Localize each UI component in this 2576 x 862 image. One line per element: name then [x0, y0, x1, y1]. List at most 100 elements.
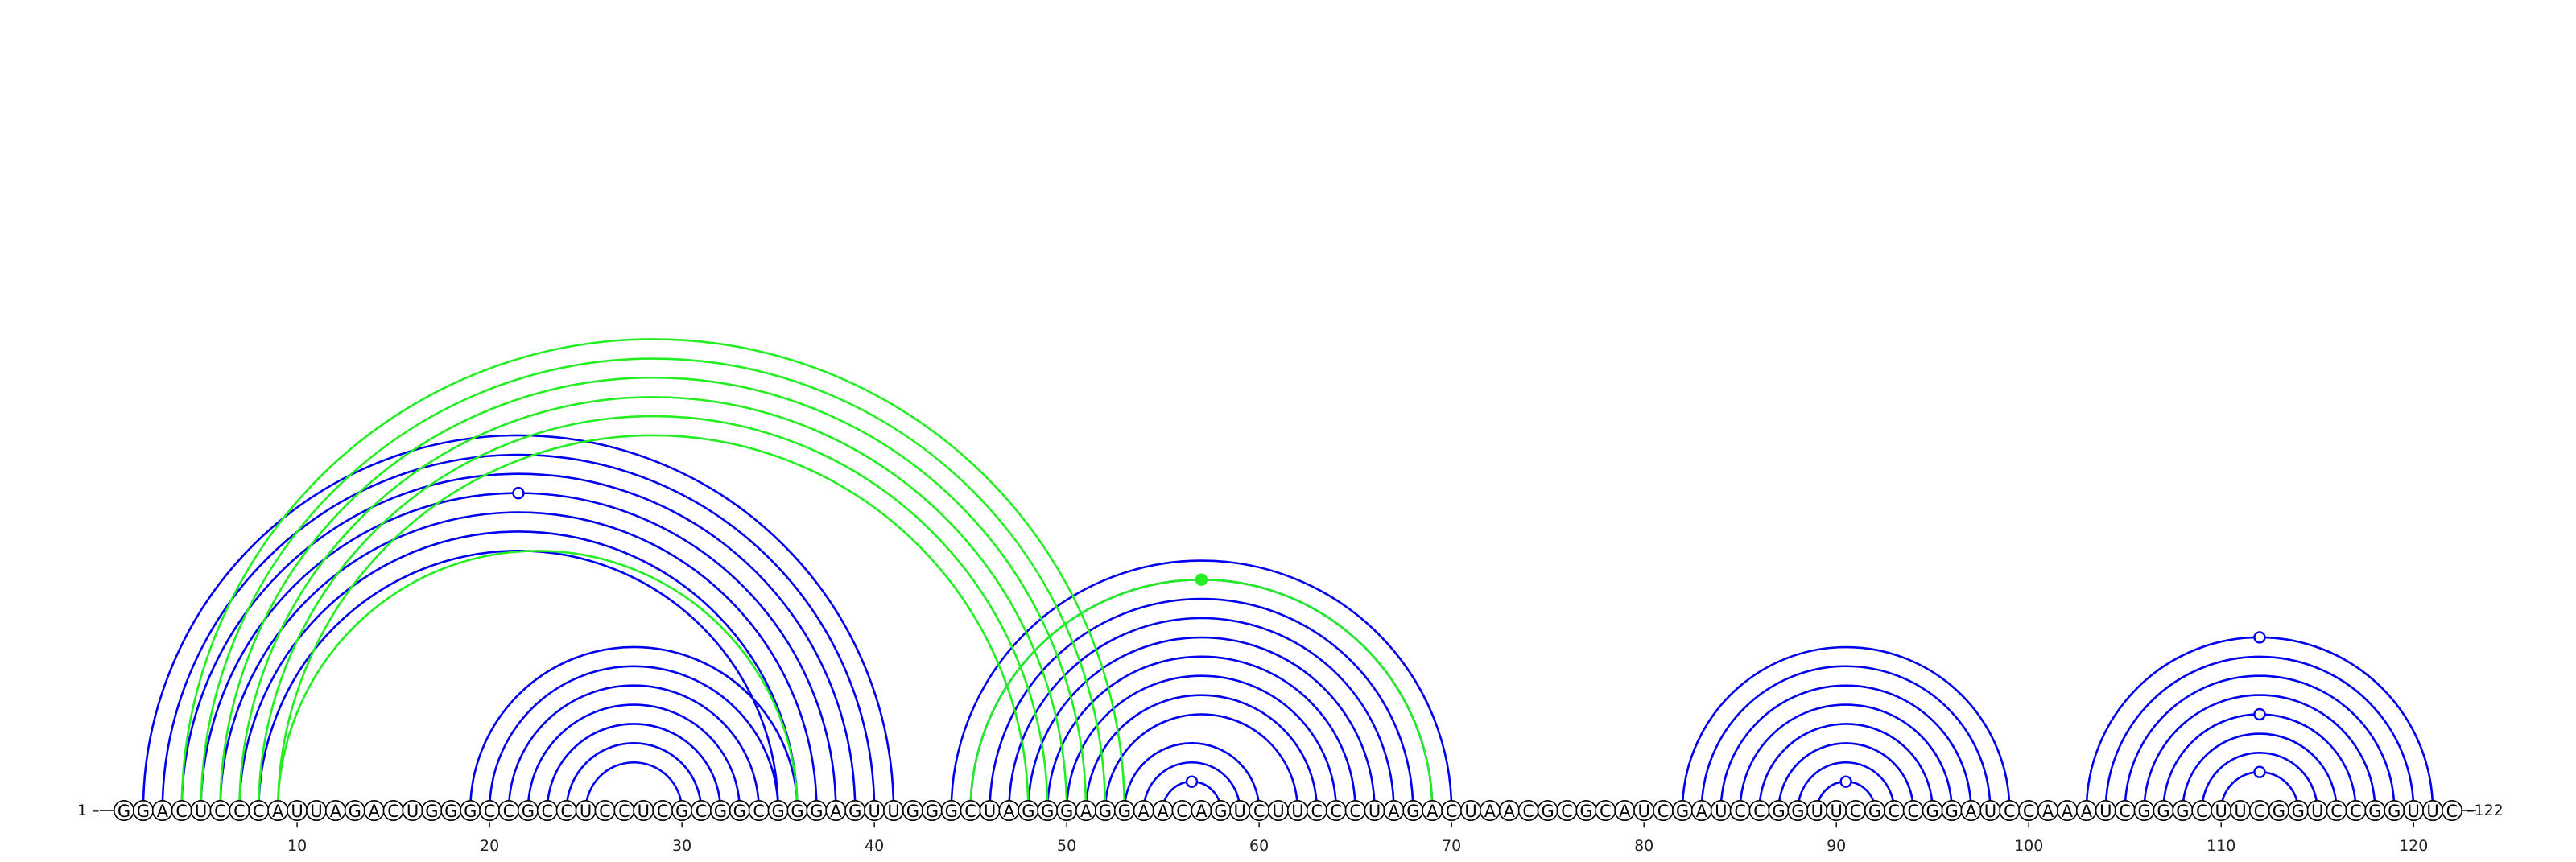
nucleotide-letter: G — [522, 802, 535, 821]
nucleotide: U — [575, 799, 597, 821]
nucleotide-letter: C — [2330, 802, 2343, 821]
nucleotide: U — [2422, 799, 2444, 821]
pair-arc-25-30 — [584, 761, 683, 811]
pair-arc-104-120 — [2104, 656, 2415, 811]
nucleotide: C — [1325, 799, 1347, 821]
nucleotide: U — [1268, 799, 1290, 821]
nucleotide: G — [2133, 799, 2155, 821]
nucleotide: G — [1094, 799, 1116, 821]
nucleotide: U — [1460, 799, 1482, 821]
pair-arc-86-95 — [1758, 723, 1934, 811]
nucleotide: C — [1729, 799, 1751, 821]
pair-arc-103-121 — [2085, 636, 2434, 811]
nucleotide: A — [267, 799, 289, 821]
nucleotide: G — [729, 799, 750, 821]
nucleotide: G — [460, 799, 481, 821]
nucleotide-letter: C — [753, 802, 765, 821]
nucleotide-letter: A — [2042, 802, 2054, 821]
nucleotide-letter: G — [675, 802, 688, 821]
nucleotide-letter: G — [848, 802, 861, 821]
pair-arc-8-49 — [258, 415, 1049, 811]
nucleotide-letter: C — [214, 802, 226, 821]
nucleotide-letter: G — [2388, 802, 2401, 821]
nucleotide: C — [2326, 799, 2347, 821]
nucleotide-letter: C — [2004, 802, 2016, 821]
nucleotide: C — [209, 799, 231, 821]
nucleotide-letter: G — [2368, 802, 2381, 821]
nucleotide-letter: A — [1484, 802, 1496, 821]
tick-label: 60 — [1249, 837, 1269, 855]
nucleotide: U — [1806, 799, 1828, 821]
position-axis: 10 20 30 40 50 60 70 80 90 100 110 120 — [287, 822, 2428, 855]
nucleotide-letter: A — [2081, 802, 2093, 821]
nucleotide: C — [1902, 799, 1924, 821]
nucleotide-letter: C — [1522, 802, 1534, 821]
nucleotide: G — [2287, 799, 2309, 821]
nucleotide: C — [382, 799, 404, 821]
nucleotide-letter: C — [2196, 802, 2208, 821]
nucleotide: A — [1960, 799, 1982, 821]
nucleotide-letter: U — [2408, 802, 2420, 821]
nucleotide: G — [1113, 799, 1135, 821]
nucleotide: U — [2306, 799, 2328, 821]
nucleotide-letter: U — [310, 802, 322, 821]
nucleotide: G — [786, 799, 808, 821]
nucleotide: U — [979, 799, 1001, 821]
nucleotide: G — [132, 799, 154, 821]
nucleotide: C — [171, 799, 192, 821]
nucleotide-letter: A — [272, 802, 284, 821]
nucleotide-letter: G — [1579, 802, 1592, 821]
nucleotide: C — [555, 799, 577, 821]
tick-label: 10 — [287, 837, 307, 855]
nucleotide: G — [440, 799, 462, 821]
nucleotide-letter: G — [714, 802, 727, 821]
nucleotide-letter: U — [638, 802, 650, 821]
nucleotide-letter: G — [425, 802, 438, 821]
nucleotide: G — [2153, 799, 2174, 821]
nucleotide-letter: U — [1830, 802, 1842, 821]
nucleotide-letter: C — [964, 802, 976, 821]
nucleotide: A — [151, 799, 173, 821]
nucleotide: G — [1787, 799, 1809, 821]
pair-arc-54-59 — [1142, 761, 1241, 811]
nucleotide-letter: C — [2350, 802, 2362, 821]
nucleotide: C — [1748, 799, 1770, 821]
nucleotide-letter: G — [1406, 802, 1419, 821]
nucleotide-letter: C — [1253, 802, 1265, 821]
nucleotide: G — [2384, 799, 2405, 821]
nucleotide: G — [940, 799, 962, 821]
pair-arc-82-99 — [1681, 646, 2011, 811]
nucleotide-letter: C — [503, 802, 515, 821]
tick-label: 80 — [1634, 837, 1653, 855]
nucleotide-letter: U — [407, 802, 419, 821]
nucleotide: C — [2114, 799, 2136, 821]
nucleotide: G — [2268, 799, 2289, 821]
nucleotide: U — [883, 799, 905, 821]
pair-arc-52-62 — [1104, 713, 1299, 811]
nucleotide-letter: U — [887, 802, 899, 821]
sequence-start-label: 1 – — [77, 802, 100, 819]
pair-arc-49-65 — [1046, 656, 1356, 811]
nucleotide-letter: U — [1291, 802, 1303, 821]
nucleotide-letter: A — [1388, 802, 1400, 821]
tick-label: 70 — [1442, 837, 1461, 855]
nucleotide: C — [479, 799, 501, 821]
nucleotide: C — [2018, 799, 2040, 821]
nucleotide-letter: G — [1676, 802, 1689, 821]
nucleotide-letter: G — [1791, 802, 1804, 821]
nucleotide: C — [2345, 799, 2367, 821]
nucleotide-letter: A — [830, 802, 842, 821]
nucleotide-letter: G — [464, 802, 477, 821]
nucleotide-letter: C — [1889, 802, 1901, 821]
nucleotide-letter: A — [1965, 802, 1977, 821]
nucleotide-letter: A — [369, 802, 381, 821]
nucleotide: G — [114, 799, 135, 821]
nucleotide-letter: G — [791, 802, 803, 821]
nucleotide-letter: U — [1715, 802, 1727, 821]
nucleotide-letter: A — [330, 802, 342, 821]
nucleotide: C — [748, 799, 770, 821]
nucleotide: G — [671, 799, 693, 821]
pair-arc-24-31 — [565, 742, 703, 811]
nucleotide-letter: C — [1657, 802, 1670, 821]
nucleotide: U — [633, 799, 654, 821]
